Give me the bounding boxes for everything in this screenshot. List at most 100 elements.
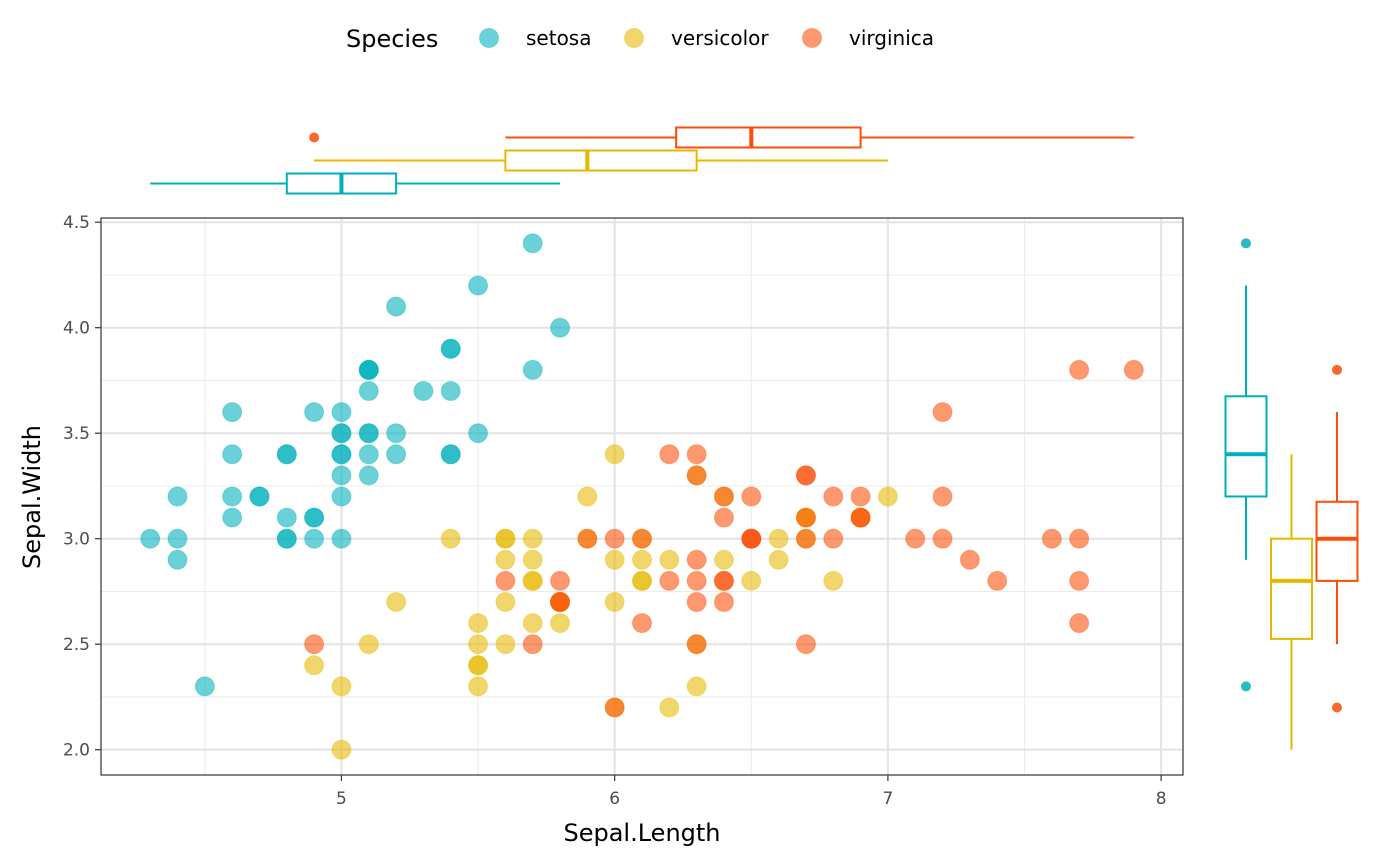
data-point-virginica	[1041, 528, 1062, 549]
data-point-virginica	[1069, 570, 1090, 591]
data-point-versicolor	[495, 591, 516, 612]
data-point-setosa	[222, 486, 243, 507]
data-point-setosa	[550, 317, 571, 338]
data-point-virginica	[686, 570, 707, 591]
data-point-virginica	[959, 549, 980, 570]
data-point-virginica	[686, 591, 707, 612]
data-point-setosa	[331, 486, 352, 507]
data-point-virginica	[604, 528, 625, 549]
data-point-virginica	[1069, 528, 1090, 549]
top-box-outlier-virginica	[309, 132, 320, 143]
data-point-virginica	[686, 465, 707, 486]
data-point-versicolor	[604, 444, 625, 465]
data-point-setosa	[386, 296, 407, 317]
data-point-virginica	[1069, 359, 1090, 380]
data-point-virginica	[713, 591, 734, 612]
plot-border	[100, 217, 1184, 776]
data-point-virginica	[659, 570, 680, 591]
data-point-virginica	[932, 486, 953, 507]
data-point-setosa	[304, 507, 325, 528]
x-axis: 5 6 7 8	[336, 775, 1167, 809]
data-point-virginica	[659, 444, 680, 465]
data-point-virginica	[686, 634, 707, 655]
right-box-outlier-virginica	[1332, 702, 1342, 713]
data-point-setosa	[413, 381, 434, 402]
top-boxplot-panel	[150, 126, 1134, 195]
x-axis-title: Sepal.Length	[563, 819, 720, 847]
data-point-setosa	[440, 381, 461, 402]
data-point-virginica	[741, 486, 762, 507]
legend-label-setosa: setosa	[526, 26, 591, 50]
y-axis: 2.0 2.5 3.0 3.5 4.0 4.5	[63, 213, 101, 761]
data-point-setosa	[331, 402, 352, 423]
data-point-setosa	[140, 528, 161, 549]
data-point-setosa	[386, 444, 407, 465]
data-point-versicolor	[522, 570, 543, 591]
data-point-versicolor	[686, 676, 707, 697]
data-point-setosa	[358, 465, 379, 486]
y-tick-label: 2.0	[63, 741, 90, 761]
legend-label-versicolor: versicolor	[671, 26, 769, 50]
data-point-versicolor	[632, 570, 652, 591]
data-point-versicolor	[659, 549, 680, 570]
legend-label-virginica: virginica	[849, 26, 934, 50]
data-point-setosa	[468, 275, 489, 296]
data-point-versicolor	[713, 549, 734, 570]
x-tick-label: 6	[609, 789, 620, 809]
data-point-versicolor	[304, 655, 325, 676]
data-point-virginica	[632, 528, 652, 549]
data-point-versicolor	[768, 549, 789, 570]
data-point-virginica	[1123, 359, 1144, 380]
data-point-versicolor	[331, 739, 352, 760]
data-point-virginica	[632, 613, 652, 634]
data-point-versicolor	[495, 528, 516, 549]
main-plot-panel: 5 6 7 8 2.0 2.5 3.0 3.5 4.0 4.5	[63, 213, 1184, 809]
data-point-versicolor	[468, 676, 489, 697]
data-point-setosa	[304, 402, 325, 423]
y-tick-label: 4.5	[63, 213, 90, 233]
data-point-versicolor	[877, 486, 898, 507]
data-point-virginica	[304, 634, 325, 655]
y-tick-label: 3.0	[63, 530, 90, 550]
x-tick-label: 8	[1156, 789, 1167, 809]
legend-key-versicolor	[624, 28, 644, 48]
data-point-setosa	[331, 444, 352, 465]
legend-title: Species	[346, 25, 438, 53]
data-point-versicolor	[741, 570, 762, 591]
data-point-virginica	[686, 444, 707, 465]
data-point-setosa	[222, 444, 243, 465]
data-point-setosa	[167, 549, 188, 570]
data-point-setosa	[522, 233, 543, 254]
data-point-virginica	[577, 528, 598, 549]
right-box-outlier-setosa	[1241, 238, 1251, 249]
data-point-setosa	[358, 359, 379, 380]
right-box-outlier-virginica	[1332, 364, 1342, 375]
data-point-virginica	[495, 570, 516, 591]
data-point-versicolor	[495, 634, 516, 655]
data-point-setosa	[358, 381, 379, 402]
data-point-setosa	[276, 528, 297, 549]
right-box-virginica	[1315, 500, 1359, 582]
right-box-versicolor	[1270, 537, 1313, 640]
data-point-virginica	[522, 634, 543, 655]
data-point-versicolor	[577, 486, 598, 507]
x-tick-label: 5	[336, 789, 347, 809]
data-point-virginica	[905, 528, 926, 549]
data-point-setosa	[440, 338, 461, 359]
legend-key-virginica	[802, 28, 822, 48]
top-box-virginica	[675, 126, 862, 149]
data-point-versicolor	[468, 655, 489, 676]
data-point-setosa	[358, 444, 379, 465]
data-point-setosa	[468, 423, 489, 444]
y-tick-label: 3.5	[63, 424, 90, 444]
data-point-versicolor	[522, 613, 543, 634]
scatter-points	[140, 233, 1144, 760]
data-point-versicolor	[632, 549, 652, 570]
data-point-virginica	[795, 528, 816, 549]
data-point-setosa	[222, 402, 243, 423]
data-point-setosa	[331, 465, 352, 486]
data-point-setosa	[222, 507, 243, 528]
data-point-setosa	[386, 423, 407, 444]
data-point-virginica	[795, 507, 816, 528]
